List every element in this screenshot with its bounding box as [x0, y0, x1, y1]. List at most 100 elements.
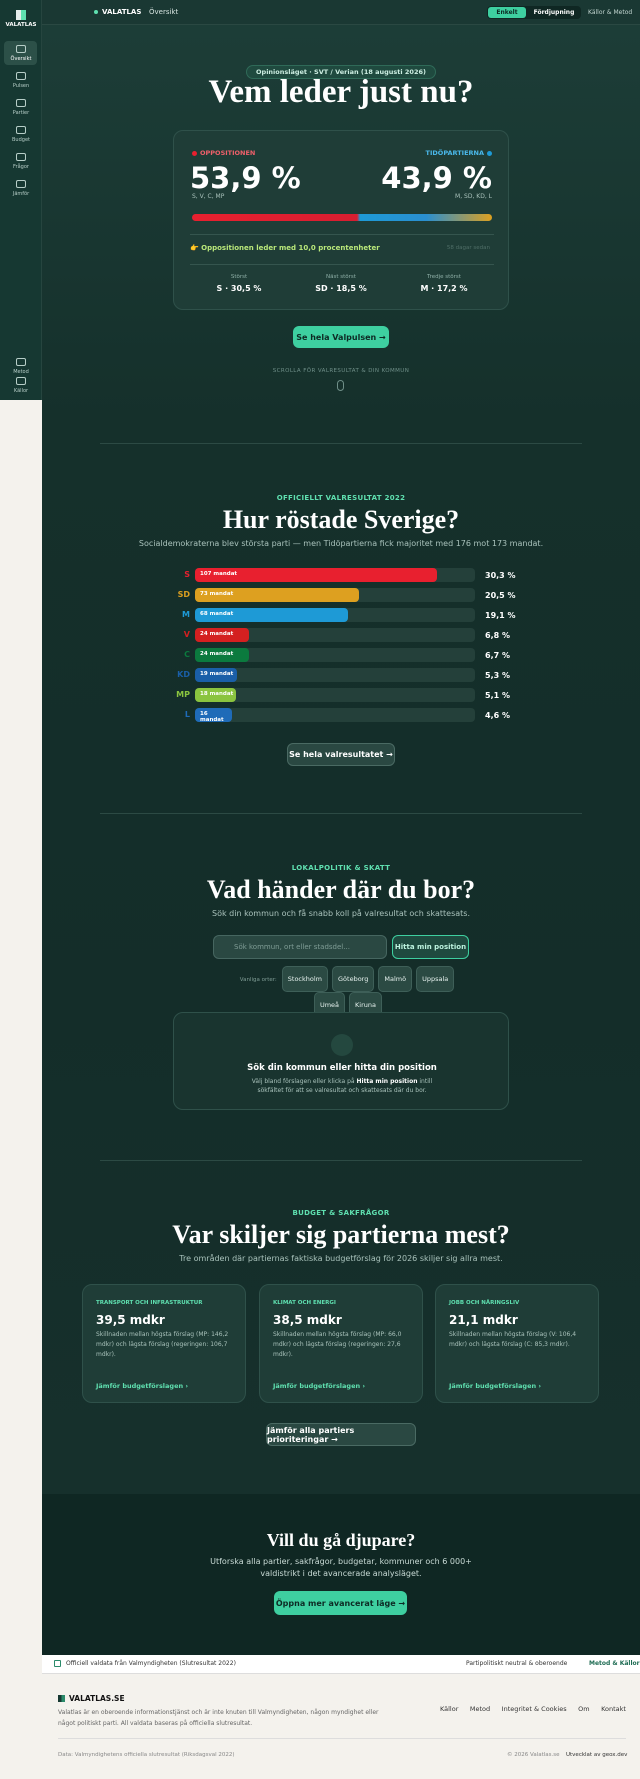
seat-label: 16 mandat — [200, 711, 224, 723]
bar-track — [195, 648, 475, 662]
strip-method[interactable]: Metod & Källor — [589, 1660, 640, 1667]
nav-icon — [16, 153, 26, 161]
stat-label: Näst störst — [326, 274, 356, 280]
place-chip[interactable]: Uppsala — [416, 966, 455, 992]
age-text: 58 dagar sedan — [446, 245, 490, 251]
divider — [190, 234, 494, 235]
nav-label: Partier — [12, 110, 30, 116]
strip-official: Officiell valdata från Valmyndigheten (S… — [66, 1660, 236, 1667]
footer-developer[interactable]: Utvecklat av geox.dev — [566, 1752, 628, 1758]
seat-label: 68 mandat — [200, 611, 234, 617]
value-label: 5,1 % — [485, 691, 510, 700]
footer-links: Källor Metod Integritet & Cookies Om Kontakt — [440, 1705, 626, 1713]
cta-button[interactable]: Öppna mer avancerat läge → — [274, 1591, 407, 1615]
footer-strip: Officiell valdata från Valmyndigheten (S… — [42, 1655, 640, 1674]
sources-link[interactable]: Källor & Metod — [588, 9, 633, 16]
opposition-label: OPPOSITIONEN — [200, 149, 256, 157]
seat-label: 19 mandat — [200, 671, 234, 677]
bar: 68 mandat — [195, 608, 348, 622]
local-title: Vad händer där du bor? — [206, 875, 476, 904]
search-box[interactable]: Sök kommun, ort eller stadsdel... — [213, 935, 387, 959]
nav-icon — [16, 180, 26, 188]
place-chip[interactable]: Stockholm — [281, 966, 329, 992]
card-link[interactable]: Jämför budgetförslagen › — [96, 1382, 189, 1390]
logo-text: VALATLAS — [5, 22, 37, 28]
card-link[interactable]: Jämför budgetförslagen › — [273, 1382, 366, 1390]
nav-label: Källor — [13, 388, 29, 394]
value-label: 20,5 % — [485, 591, 516, 600]
bar: 16 mandat — [195, 708, 232, 723]
budget-subtitle: Tre områden där partiernas faktiska budg… — [179, 1254, 503, 1263]
stat-label: Störst — [230, 274, 248, 280]
value-label: 5,3 % — [485, 671, 510, 680]
nav-label: Pulsen — [12, 83, 30, 89]
value-label: 6,8 % — [485, 631, 510, 640]
locate-button[interactable]: Hitta min position — [392, 935, 469, 959]
value-label: 6,7 % — [485, 651, 510, 660]
budget-button[interactable]: Jämför alla partiers prioriteringar → — [266, 1423, 416, 1446]
nav-item[interactable]: Metod — [0, 358, 42, 375]
results-badge: OFFICIELLT VALRESULTAT 2022 — [276, 494, 406, 502]
stat-label: Tredje störst — [427, 274, 461, 280]
nav-item[interactable]: Jämför — [0, 180, 42, 197]
footer-link[interactable]: Kontakt — [601, 1705, 626, 1713]
party-label: KD — [177, 670, 190, 679]
party-label: M — [182, 610, 190, 619]
bar: 107 mandat — [195, 568, 438, 582]
party-label: S — [184, 570, 190, 579]
footer-copyright: © 2026 Valatlas.se — [507, 1752, 560, 1758]
nav-item[interactable]: Budget — [0, 126, 42, 143]
seat-label: 107 mandat — [200, 571, 238, 577]
page-name: Översikt — [149, 8, 179, 16]
nav-icon — [16, 72, 26, 80]
opinion-card: OPPOSITIONEN 53,9 % S, V, C, MP TIDÖPART… — [173, 130, 509, 310]
popular-wrap: Vanliga orter: Stockholm Göteborg Malmö Upps… — [228, 966, 468, 1018]
card-text: Skillnaden mellan högsta förslag (V: 106… — [449, 1331, 577, 1348]
footer-link[interactable]: Integritet & Cookies — [501, 1705, 567, 1713]
nav-icon — [16, 377, 26, 385]
seat-label: 18 mandat — [200, 691, 234, 697]
nav-item[interactable]: Frågor — [0, 153, 42, 170]
cta-title: Vill du gå djupare? — [266, 1530, 416, 1550]
party-label: V — [183, 630, 190, 639]
stat-value: SD · 18,5 % — [315, 284, 367, 293]
opposition-parties: S, V, C, MP — [192, 193, 225, 200]
footer-link[interactable]: Om — [578, 1705, 590, 1713]
lead-text: 👉 Oppositionen leder med 10,0 procentenh… — [190, 244, 380, 252]
results-button[interactable]: Se hela valresultatet → — [287, 743, 395, 766]
hero-badge-wrap: Opinionsläget · SVT / Verian (18 augusti… — [42, 59, 640, 79]
nav-icon — [16, 45, 26, 53]
party-label: L — [184, 710, 190, 719]
stat-value: S · 30,5 % — [216, 284, 262, 293]
mode-deep[interactable]: Fördjupning — [533, 9, 575, 16]
nav-label: Jämför — [12, 191, 30, 197]
text: Välj bland förslagen eller klicka på — [251, 1078, 355, 1085]
pulse-button[interactable]: Se hela Valpulsen → — [293, 326, 389, 348]
card-label: JOBB OCH NÄRINGSLIV — [449, 1300, 520, 1306]
tido-dot — [487, 151, 492, 156]
mode-simple[interactable]: Enkelt — [488, 7, 526, 18]
footer-link[interactable]: Metod — [469, 1705, 491, 1713]
budget-card: JOBB OCH NÄRINGSLIV 21,1 mdkr Skillnaden m… — [435, 1284, 599, 1403]
footer-divider — [58, 1738, 626, 1739]
hero-badge: Opinionsläget · SVT / Verian (18 augusti… — [246, 65, 436, 79]
budget-card: KLIMAT OCH ENERGI 38,5 mdkr Skillnaden mel… — [259, 1284, 423, 1403]
bar: 19 mandat — [195, 668, 238, 682]
brand-dot — [94, 10, 98, 14]
local-card-title: Sök din kommun eller hitta din position — [247, 1063, 437, 1073]
tido-parties: M, SD, KD, L — [455, 193, 492, 200]
place-chip[interactable]: Göteborg — [332, 966, 375, 992]
nav-item[interactable]: Översikt — [0, 45, 42, 62]
nav-item[interactable]: Pulsen — [0, 72, 42, 89]
local-badge: LOKALPOLITIK & SKATT — [291, 864, 391, 872]
card-link[interactable]: Jämför budgetförslagen › — [449, 1382, 542, 1390]
nav-label: Budget — [12, 137, 30, 143]
hero-title: Vem leder just nu? — [208, 74, 474, 110]
nav-item[interactable]: Partier — [0, 99, 42, 116]
place-chip[interactable]: Malmö — [378, 966, 413, 992]
party-label: MP — [176, 690, 190, 699]
footer-link[interactable]: Källor — [440, 1705, 459, 1713]
nav-item[interactable]: Källor — [0, 377, 42, 394]
local-subtitle: Sök din kommun och få snabb koll på valr… — [212, 909, 470, 918]
